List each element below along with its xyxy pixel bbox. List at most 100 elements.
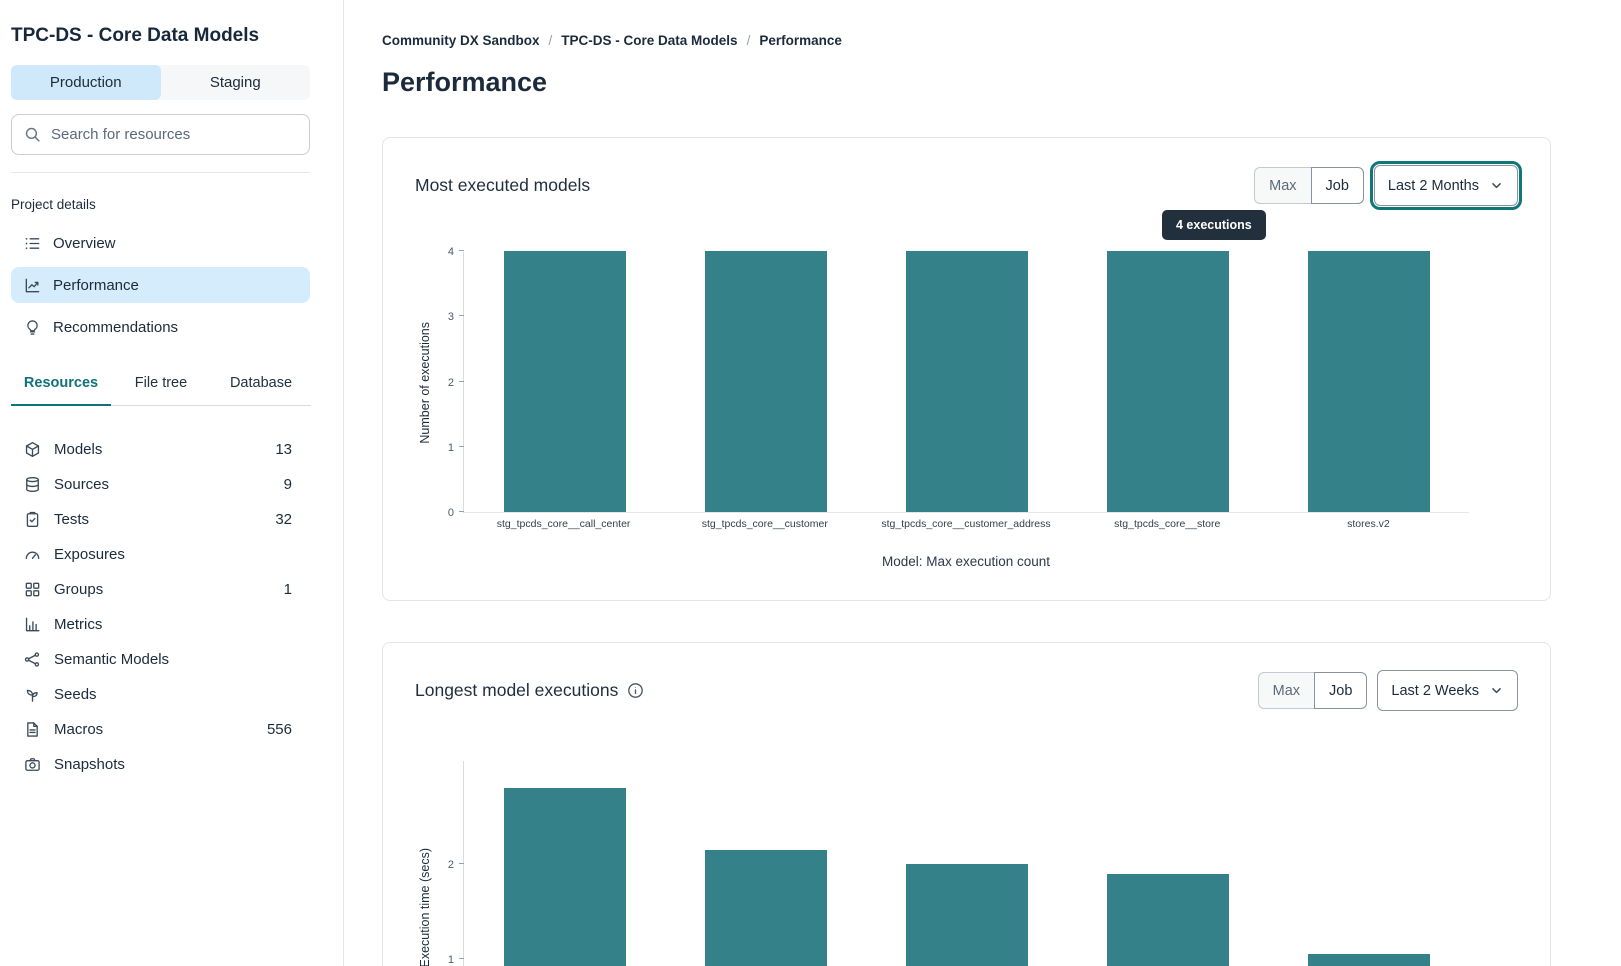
chart-controls: Max Job Last 2 Weeks <box>1257 670 1518 711</box>
resource-label: Seeds <box>54 685 97 703</box>
bar[interactable] <box>905 864 1028 966</box>
tab-file-tree[interactable]: File tree <box>111 375 211 406</box>
list-item-semantic-models[interactable]: Semantic Models <box>11 642 310 677</box>
bar[interactable] <box>1106 873 1229 966</box>
sources-icon <box>24 476 41 493</box>
chart-controls: Max Job Last 2 Months <box>1254 161 1523 210</box>
semantic-models-icon <box>24 651 41 668</box>
resource-label: Metrics <box>54 615 103 633</box>
list-item-sources[interactable]: Sources 9 <box>11 467 310 502</box>
date-range-value: Last 2 Weeks <box>1391 682 1479 699</box>
bar-slot <box>1067 761 1268 966</box>
y-tick-label: 3 <box>447 311 454 324</box>
bar[interactable] <box>704 251 827 512</box>
env-tab-staging[interactable]: Staging <box>161 65 311 100</box>
breadcrumb-separator: / <box>746 33 751 48</box>
chevron-down-icon <box>1489 683 1504 698</box>
bar[interactable] <box>503 788 626 966</box>
bar-slot <box>866 761 1067 966</box>
sidebar-item-label: Recommendations <box>53 318 179 336</box>
list-item-models[interactable]: Models 13 <box>11 432 310 467</box>
card-header: Most executed models Max Job Last 2 Mont… <box>415 161 1523 210</box>
bar-slot <box>665 251 866 512</box>
breadcrumb-item-tpc-ds---core-data-models[interactable]: TPC-DS - Core Data Models <box>561 33 738 48</box>
y-tick-label: 4 <box>447 246 454 258</box>
breadcrumb: Community DX Sandbox / TPC-DS - Core Data … <box>382 33 1551 48</box>
exposures-icon <box>24 546 41 563</box>
y-axis-title: Execution time (secs) <box>418 848 432 966</box>
resource-label: Groups <box>54 580 104 598</box>
max-job-toggle: Max Job <box>1257 672 1368 709</box>
bar[interactable] <box>1106 251 1229 512</box>
search-input[interactable] <box>51 126 297 143</box>
bar[interactable] <box>1307 251 1430 512</box>
y-axis-title: Number of executions <box>418 321 432 444</box>
list-item-metrics[interactable]: Metrics <box>11 607 310 642</box>
max-button[interactable]: Max <box>1254 167 1311 204</box>
bar[interactable] <box>1307 954 1430 966</box>
chart-tooltip: 4 executions <box>1162 210 1266 240</box>
max-button[interactable]: Max <box>1257 672 1315 709</box>
bar[interactable] <box>905 251 1028 512</box>
metrics-icon <box>24 616 41 633</box>
sidebar-item-label: Performance <box>53 276 139 294</box>
sidebar: TPC-DS - Core Data Models Production Stag… <box>0 0 344 966</box>
x-tick-label: stg_tpcds_core__store <box>1114 518 1221 530</box>
job-button[interactable]: Job <box>1314 672 1368 709</box>
tab-database[interactable]: Database <box>211 375 311 406</box>
date-range-select[interactable]: Last 2 Weeks <box>1377 670 1518 711</box>
project-details-label: Project details <box>11 197 96 212</box>
page-title: Performance <box>382 67 548 97</box>
models-icon <box>24 441 41 458</box>
resource-label: Sources <box>54 475 110 493</box>
breadcrumb-item-community-dx-sandbox[interactable]: Community DX Sandbox <box>382 33 540 48</box>
bar[interactable] <box>704 849 827 966</box>
list-item-groups[interactable]: Groups 1 <box>11 572 310 607</box>
sidebar-divider <box>11 172 310 173</box>
max-job-toggle: Max Job <box>1254 167 1364 204</box>
sidebar-nav: Overview Performance Recommendations <box>11 225 310 345</box>
resource-count: 556 <box>266 720 292 738</box>
list-item-macros[interactable]: Macros 556 <box>11 712 310 747</box>
environment-toggle: Production Staging <box>11 65 310 100</box>
bar-slot <box>1268 761 1469 966</box>
sidebar-item-label: Overview <box>53 234 116 252</box>
resource-count: 1 <box>283 580 292 598</box>
job-button[interactable]: Job <box>1310 167 1364 204</box>
resource-count: 9 <box>283 475 292 493</box>
y-tick-label: 0 <box>447 507 454 519</box>
y-tick-label: 2 <box>447 376 454 389</box>
y-tick-mark <box>459 958 464 959</box>
tab-resources[interactable]: Resources <box>11 375 111 406</box>
breadcrumb-item-performance[interactable]: Performance <box>759 33 842 48</box>
sidebar-item-recommendations[interactable]: Recommendations <box>11 309 310 345</box>
bar[interactable] <box>503 251 626 512</box>
list-item-snapshots[interactable]: Snapshots <box>11 747 310 782</box>
list-item-exposures[interactable]: Exposures <box>11 537 310 572</box>
date-range-value: Last 2 Months <box>1387 177 1479 194</box>
bar-slot <box>1268 251 1469 512</box>
resource-list: Models 13 Sources 9 Tests 32 Exposures Groups 1 M… <box>11 432 310 782</box>
sidebar-item-overview[interactable]: Overview <box>11 225 310 261</box>
y-axis: 0 1 2 3 4 <box>435 246 463 519</box>
list-item-tests[interactable]: Tests 32 <box>11 502 310 537</box>
env-tab-production[interactable]: Production <box>11 65 161 100</box>
date-range-select[interactable]: Last 2 Months <box>1369 161 1523 210</box>
seeds-icon <box>24 686 41 703</box>
search-box[interactable] <box>11 114 310 155</box>
resource-label: Models <box>54 440 103 458</box>
plot-area <box>459 761 1469 966</box>
resource-label: Macros <box>54 720 104 738</box>
x-tick-label: stg_tpcds_core__customer_address <box>881 518 1051 530</box>
main-content: Community DX Sandbox / TPC-DS - Core Data … <box>344 0 1621 966</box>
sidebar-item-performance[interactable]: Performance <box>11 267 310 303</box>
list-item-seeds[interactable]: Seeds <box>11 677 310 712</box>
project-title: TPC-DS - Core Data Models <box>11 25 260 46</box>
y-tick-mark <box>459 445 464 447</box>
y-tick-mark <box>459 380 464 382</box>
x-tick-label: stores.v2 <box>1347 518 1390 530</box>
info-icon[interactable] <box>627 682 644 699</box>
